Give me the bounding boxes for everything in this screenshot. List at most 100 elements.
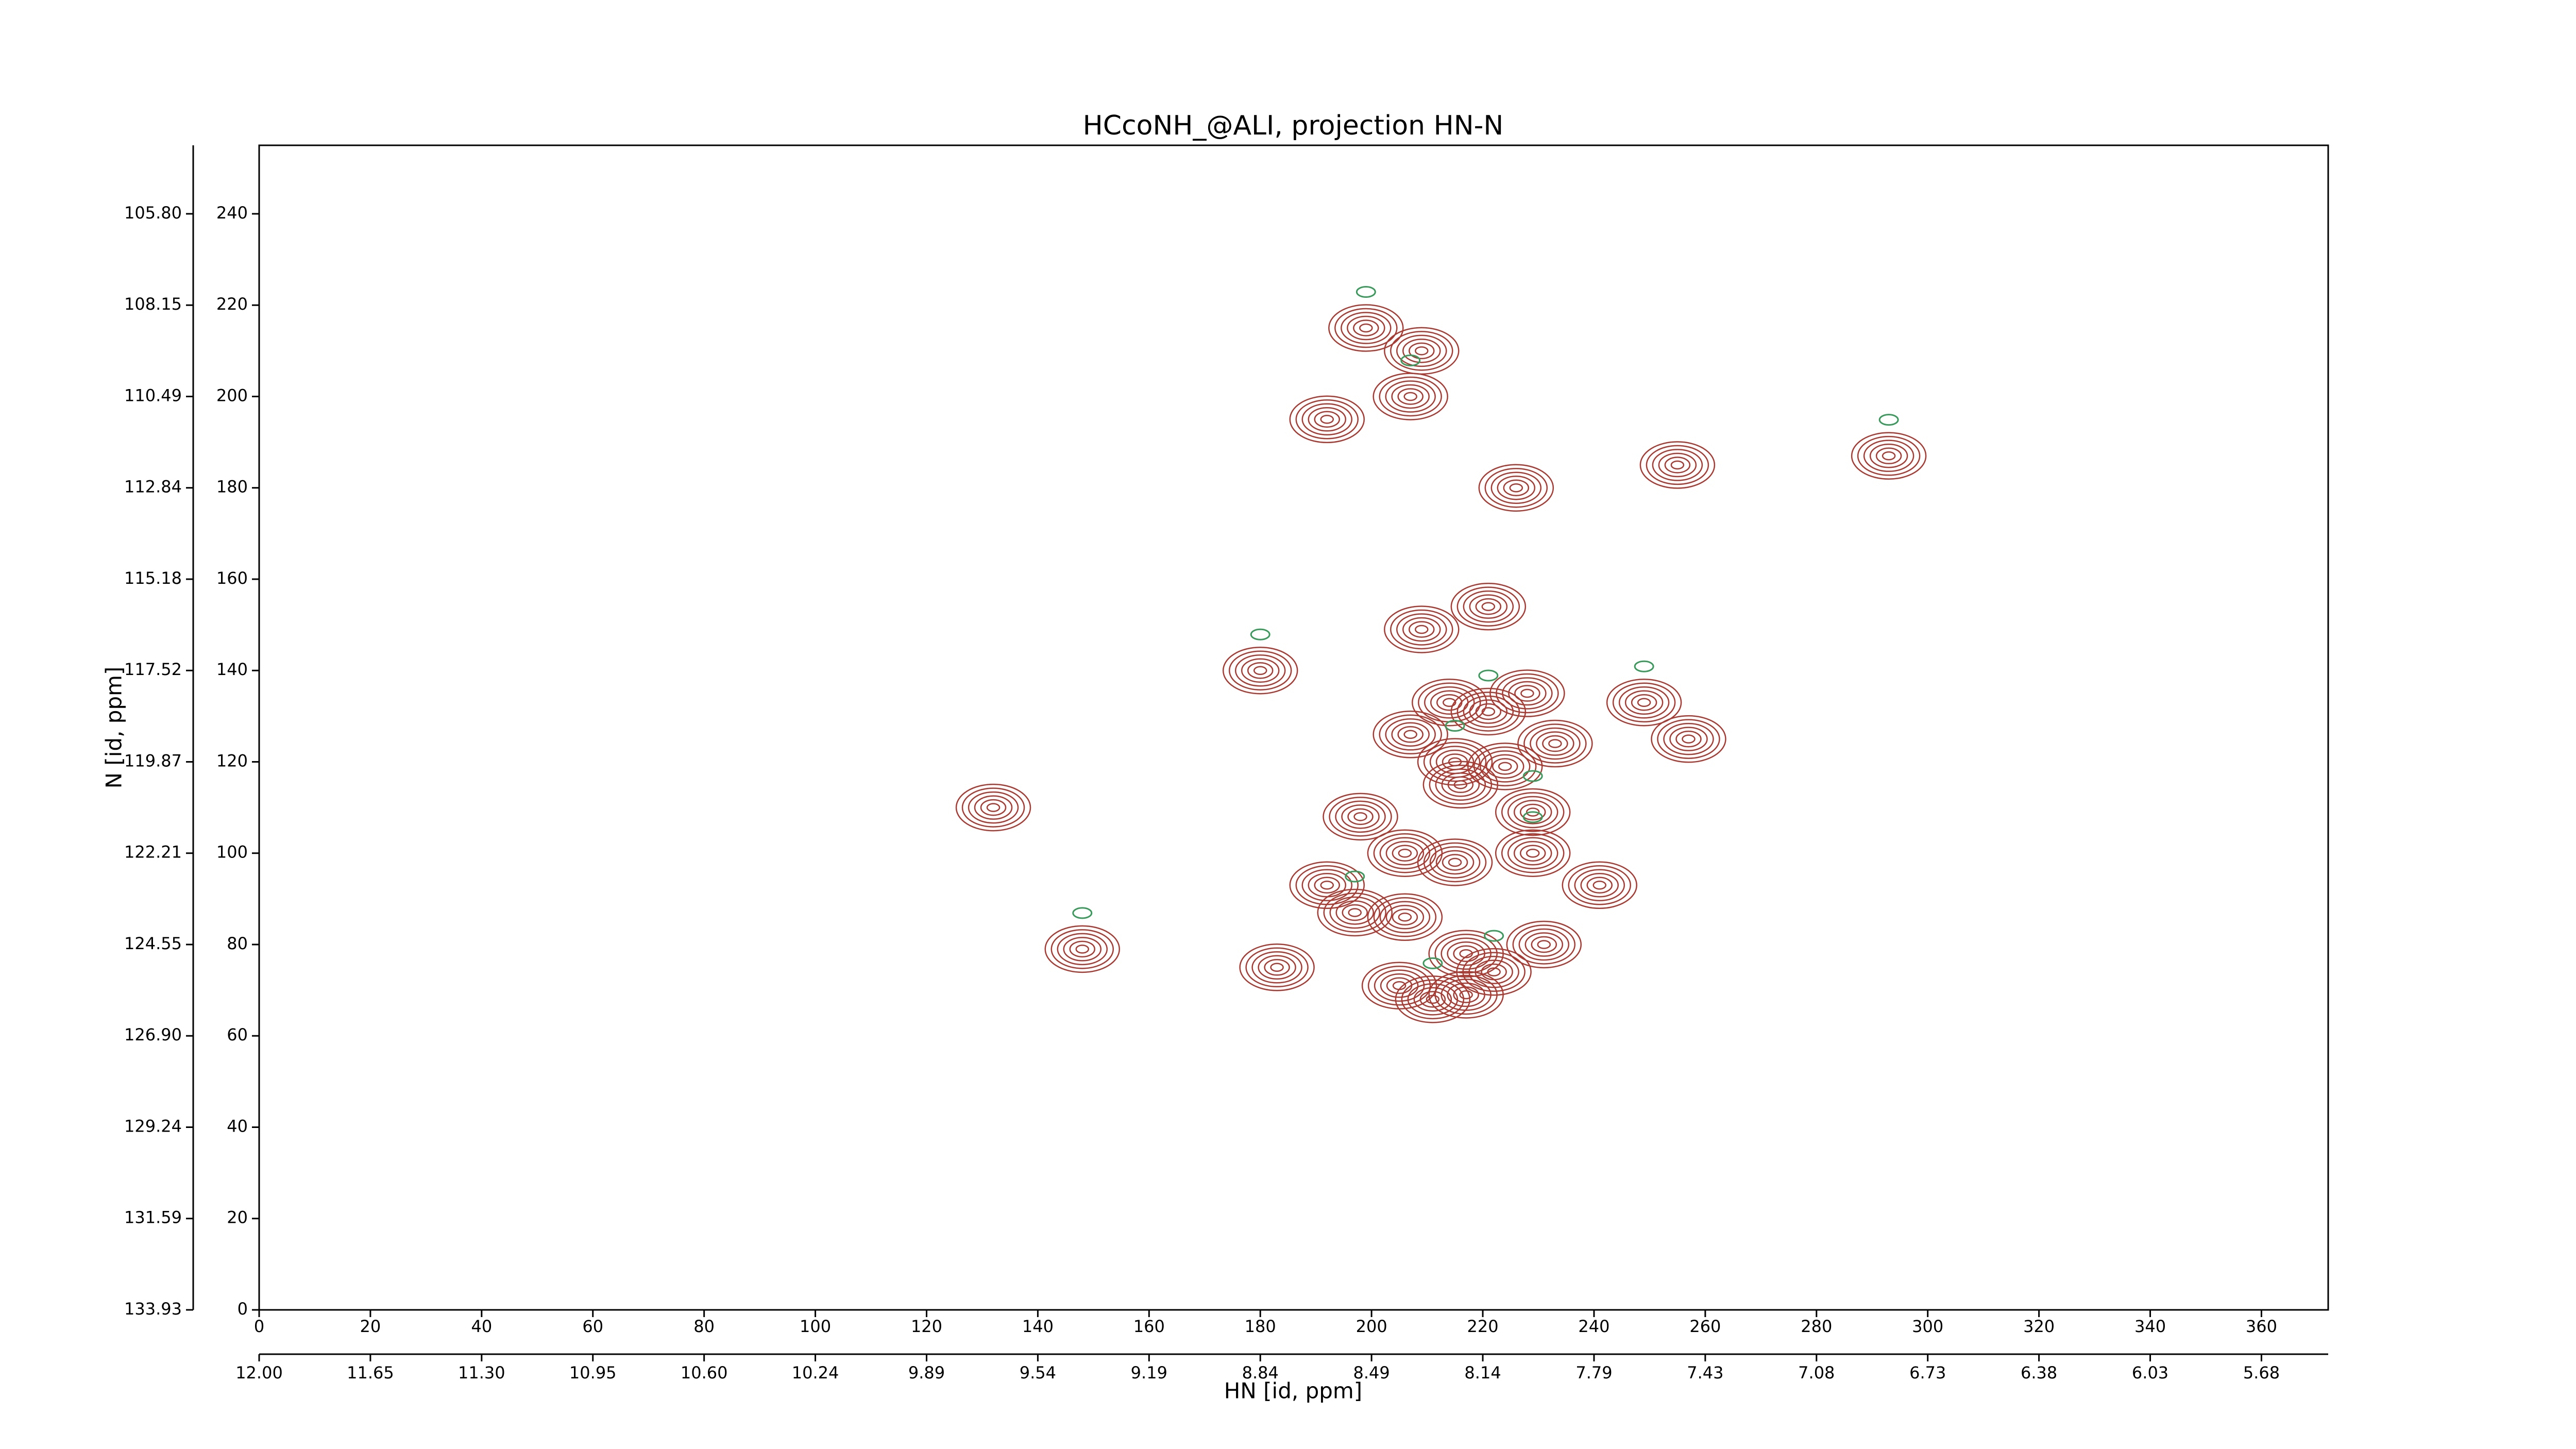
x-tick-label: 0 xyxy=(254,1317,264,1336)
peak-contour xyxy=(1397,726,1423,743)
peak xyxy=(1372,711,1448,759)
x2-tick-label: 10.24 xyxy=(792,1363,839,1383)
x-tick-label: 280 xyxy=(1801,1317,1832,1336)
plot-frame xyxy=(258,144,2329,1311)
x2-tick-label: 9.89 xyxy=(908,1363,945,1383)
peak-contour xyxy=(1857,435,1921,476)
peak xyxy=(1495,811,1571,877)
peak-contour xyxy=(1463,695,1514,728)
x-tick-label: 20 xyxy=(360,1317,381,1336)
peak-contour xyxy=(1646,445,1709,485)
peak-contour xyxy=(1295,865,1359,905)
peak-contour xyxy=(1373,897,1437,937)
peak-contour xyxy=(1523,723,1587,764)
peak-contour xyxy=(1395,975,1471,1023)
peak xyxy=(1044,907,1121,973)
peak xyxy=(1851,414,1927,480)
peak-contour xyxy=(1448,857,1462,867)
y-tick-label: 220 xyxy=(216,294,248,314)
peak-contour xyxy=(1507,837,1558,869)
peak-contour xyxy=(1456,692,1520,732)
peak-contour xyxy=(1637,698,1651,707)
peak-contour xyxy=(1526,807,1540,817)
peak-contour xyxy=(1568,865,1632,905)
y2-tick-label: 110.49 xyxy=(124,385,182,405)
peak-contour xyxy=(1481,602,1496,611)
peak-contour xyxy=(1542,735,1568,752)
peak-contour xyxy=(1069,940,1096,958)
peak xyxy=(1506,920,1582,969)
peak xyxy=(1395,957,1471,1023)
peak-contour xyxy=(1669,727,1708,751)
y-tick-label: 40 xyxy=(227,1116,248,1136)
peak-contour xyxy=(1385,380,1436,413)
negative-contour xyxy=(1345,870,1365,883)
y2-tick-label: 126.90 xyxy=(124,1025,182,1044)
peak-contour xyxy=(1372,373,1448,420)
peak-contour xyxy=(1490,471,1542,504)
negative-contour xyxy=(1400,354,1421,366)
peak-contour xyxy=(1450,582,1527,631)
peak-contour xyxy=(1440,979,1492,1011)
peak-contour xyxy=(986,803,1001,812)
peak-contour xyxy=(1402,617,1441,642)
peak-contour xyxy=(1514,685,1540,702)
negative-contour xyxy=(1072,907,1093,919)
peak-contour xyxy=(1536,731,1574,756)
peak-contour xyxy=(1478,464,1554,512)
negative-contour xyxy=(1522,770,1543,782)
peak-contour xyxy=(1652,449,1703,481)
y2-tick-label: 112.84 xyxy=(124,477,182,497)
peak xyxy=(1367,829,1443,877)
peak-contour xyxy=(1426,995,1440,1004)
peak-contour xyxy=(1863,440,1914,472)
peak-contour xyxy=(955,783,1031,832)
peak-contour xyxy=(1063,937,1102,962)
peak-contour xyxy=(1487,967,1501,976)
peak xyxy=(1367,893,1443,941)
x-tick-label: 260 xyxy=(1689,1317,1721,1336)
peak-contour xyxy=(1675,730,1702,748)
y2-tick-label: 117.52 xyxy=(124,660,182,679)
peak-contour xyxy=(1453,780,1468,789)
peak-contour xyxy=(1450,687,1527,736)
peak-contour xyxy=(1428,930,1504,978)
peak-contour xyxy=(1612,682,1676,723)
y2-tick-label: 119.87 xyxy=(124,751,182,770)
peak-contour xyxy=(1520,688,1534,698)
peak-contour xyxy=(1423,842,1487,883)
y-tick-label: 180 xyxy=(216,477,248,497)
peak-contour xyxy=(974,795,1013,820)
peak-contour xyxy=(1586,877,1613,894)
peak-contour xyxy=(1234,654,1286,687)
x2-tick-label: 6.38 xyxy=(2021,1363,2057,1383)
peak-contour xyxy=(1415,346,1429,356)
peak xyxy=(1328,286,1404,352)
peak-contour xyxy=(1497,475,1536,500)
peak xyxy=(1384,605,1460,653)
peak-contour xyxy=(1386,977,1413,994)
peak xyxy=(1222,628,1298,695)
x-tick-label: 180 xyxy=(1245,1317,1276,1336)
peak-contour xyxy=(1495,788,1571,836)
peak-contour xyxy=(1435,768,1486,801)
peak-contour xyxy=(1469,699,1508,724)
chart-title: HCcoNH_@ALI, projection HN-N xyxy=(1083,110,1504,141)
peak-contour xyxy=(1580,873,1619,898)
peak-contour xyxy=(1323,793,1398,841)
peak-contour xyxy=(1392,908,1418,926)
peak-contour xyxy=(1485,754,1524,779)
peak-contour xyxy=(1396,334,1447,367)
peak-contour xyxy=(1323,892,1387,933)
x2-tick-label: 10.95 xyxy=(569,1363,617,1383)
peak-contour xyxy=(1481,707,1496,716)
peak-contour xyxy=(1435,850,1475,875)
x-tick-label: 200 xyxy=(1356,1317,1387,1336)
peak xyxy=(1450,669,1527,736)
peak-contour xyxy=(1463,590,1514,623)
peak-contour xyxy=(1384,327,1460,375)
peak-contour xyxy=(1574,869,1625,902)
peak xyxy=(1372,354,1448,420)
x-axis-label: HN [id, ppm] xyxy=(1224,1378,1362,1404)
peak-contour xyxy=(1409,342,1435,360)
